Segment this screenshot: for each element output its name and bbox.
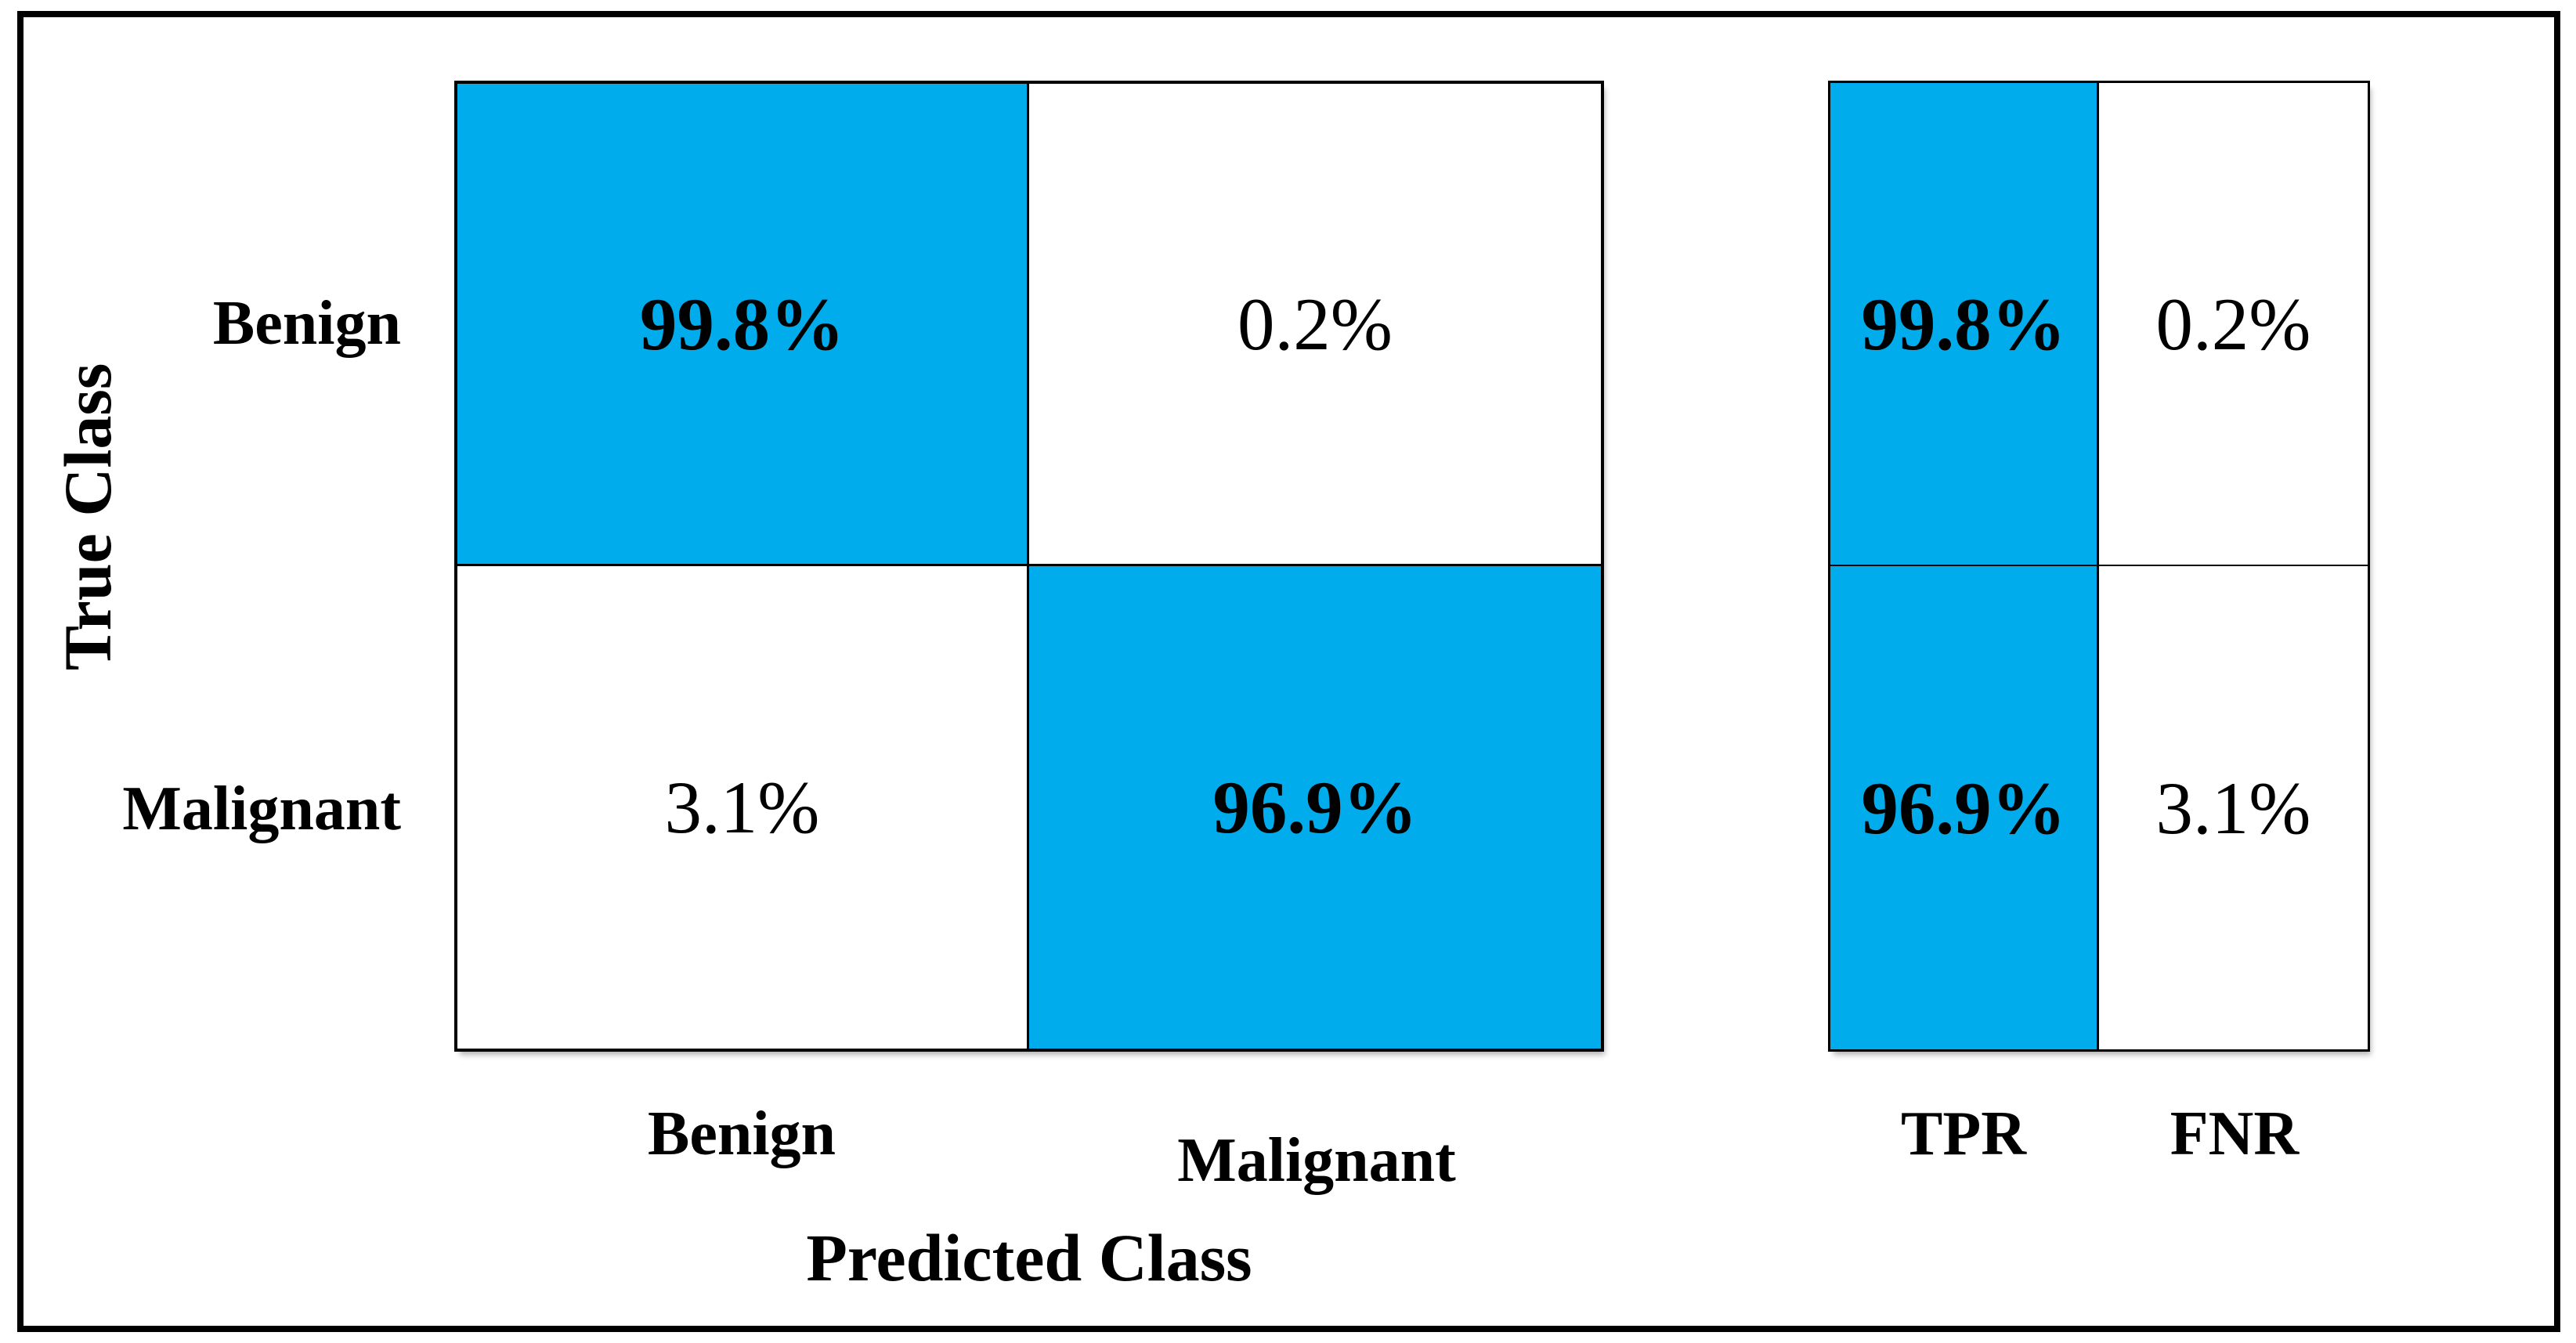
summary-cell-benign-tpr: 99.8% (1830, 83, 2099, 566)
col-label-tpr: TPR (1901, 1099, 2026, 1168)
summary-cell-malignant-tpr: 96.9% (1830, 566, 2099, 1049)
row-label-malignant: Malignant (122, 774, 401, 843)
x-axis-label: Predicted Class (806, 1220, 1252, 1295)
confusion-matrix-grid: 99.8% 0.2% 3.1% 96.9% (454, 81, 1604, 1052)
summary-cell-benign-fnr: 0.2% (2099, 83, 2368, 566)
y-axis-label: True Class (50, 363, 125, 671)
matrix-cell-true-malignant-pred-malignant: 96.9% (1029, 566, 1601, 1049)
figure-border (17, 11, 2560, 1332)
matrix-cell-true-benign-pred-malignant: 0.2% (1029, 84, 1601, 566)
summary-cell-malignant-fnr: 3.1% (2099, 566, 2368, 1049)
matrix-cell-true-benign-pred-benign: 99.8% (457, 84, 1029, 566)
tpr-fnr-summary-panel: 99.8% 0.2% 96.9% 3.1% (1828, 81, 2370, 1052)
col-label-fnr: FNR (2170, 1099, 2300, 1168)
col-label-malignant: Malignant (1177, 1126, 1456, 1195)
matrix-cell-true-malignant-pred-benign: 3.1% (457, 566, 1029, 1049)
row-label-benign: Benign (212, 289, 401, 358)
col-label-benign: Benign (647, 1099, 836, 1168)
